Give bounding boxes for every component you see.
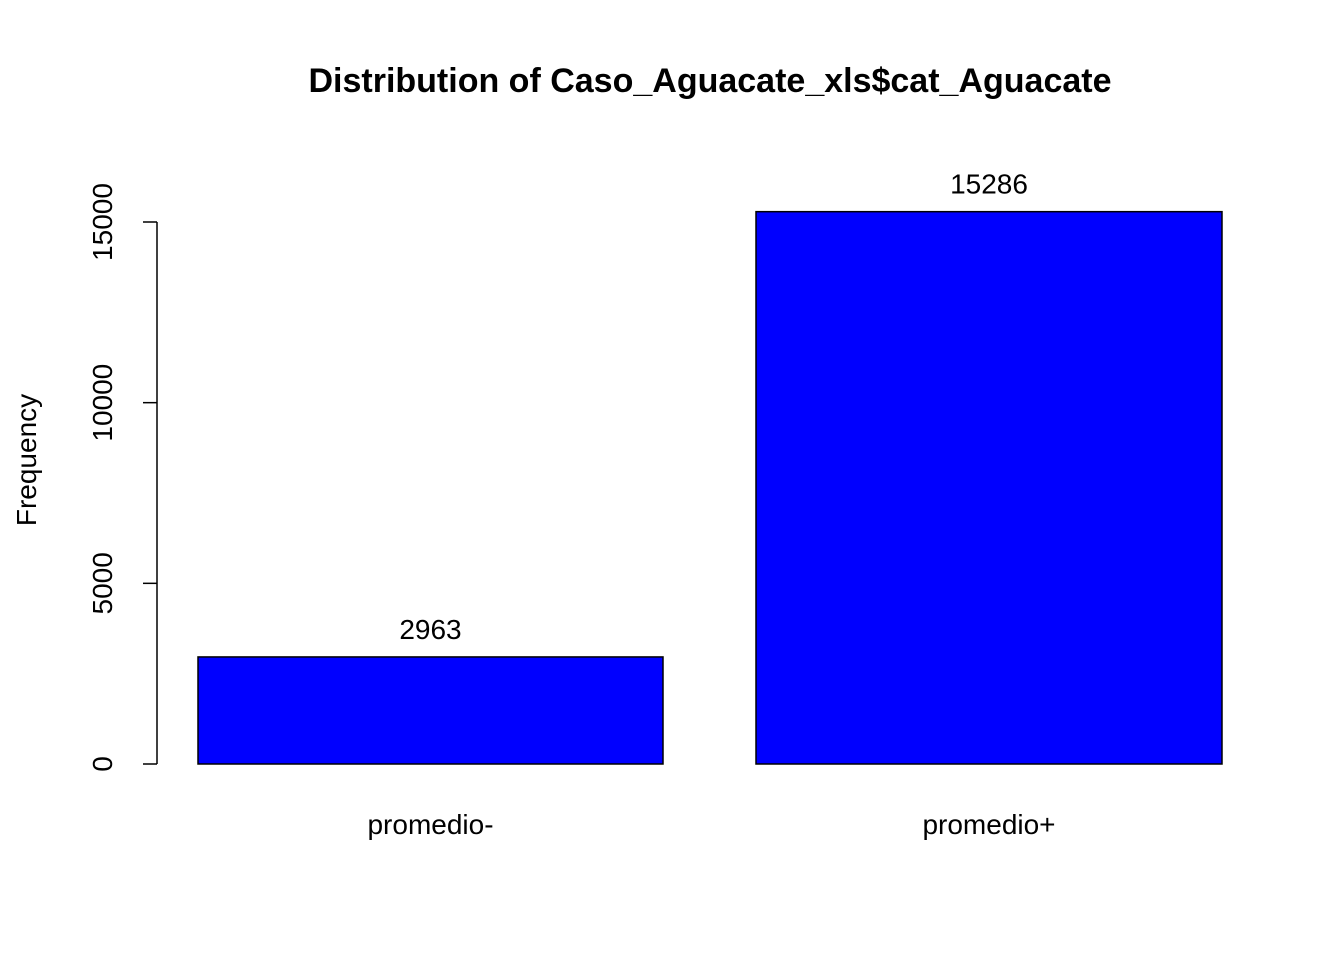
y-tick-label: 5000 [87, 552, 118, 614]
data-label: 15286 [950, 169, 1028, 200]
y-tick-label: 0 [87, 756, 118, 772]
y-tick-label: 15000 [87, 183, 118, 261]
bar [755, 210, 1223, 765]
y-tick-label: 10000 [87, 364, 118, 442]
y-axis-label: Frequency [11, 394, 42, 526]
data-label: 2963 [399, 614, 461, 645]
chart-title: Distribution of Caso_Aguacate_xls$cat_Ag… [308, 62, 1111, 100]
y-axis: 0 5000 10000 15000 [87, 183, 158, 772]
x-category-label: promedio- [367, 809, 493, 840]
bars: 2963 promedio- 15286 promedio+ [197, 169, 1223, 840]
bar [197, 656, 664, 765]
x-category-label: promedio+ [922, 809, 1055, 840]
